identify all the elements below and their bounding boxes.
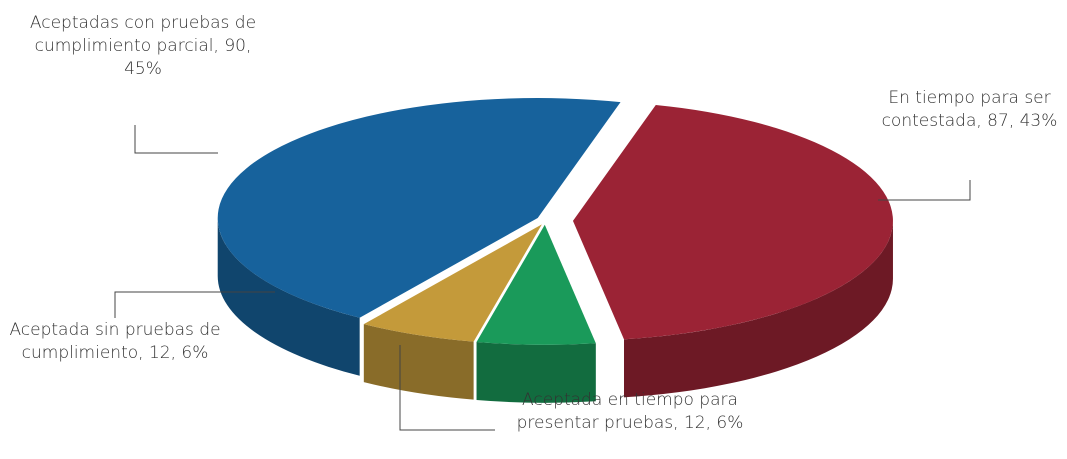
leader-line <box>134 125 218 154</box>
data-label: Aceptada en tiempo para presentar prueba… <box>516 390 744 433</box>
leader-line <box>114 291 275 318</box>
pie-slice <box>572 104 893 340</box>
leader-line <box>878 180 971 201</box>
leader-line <box>399 345 495 431</box>
data-label: En tiempo para ser contestada, 87, 43% <box>881 88 1058 131</box>
data-label: Aceptadas con pruebas de cumplimiento pa… <box>29 13 257 79</box>
pie-slice <box>363 224 542 342</box>
pie-slice-side <box>624 220 893 398</box>
pie-slice-side <box>217 218 360 376</box>
pie-slice-side <box>363 324 474 400</box>
pie-slice-side <box>476 342 596 403</box>
pie-slice <box>217 98 621 318</box>
data-label: Aceptada sin pruebas de cumplimiento, 12… <box>9 320 221 363</box>
pie-slice <box>476 224 596 345</box>
